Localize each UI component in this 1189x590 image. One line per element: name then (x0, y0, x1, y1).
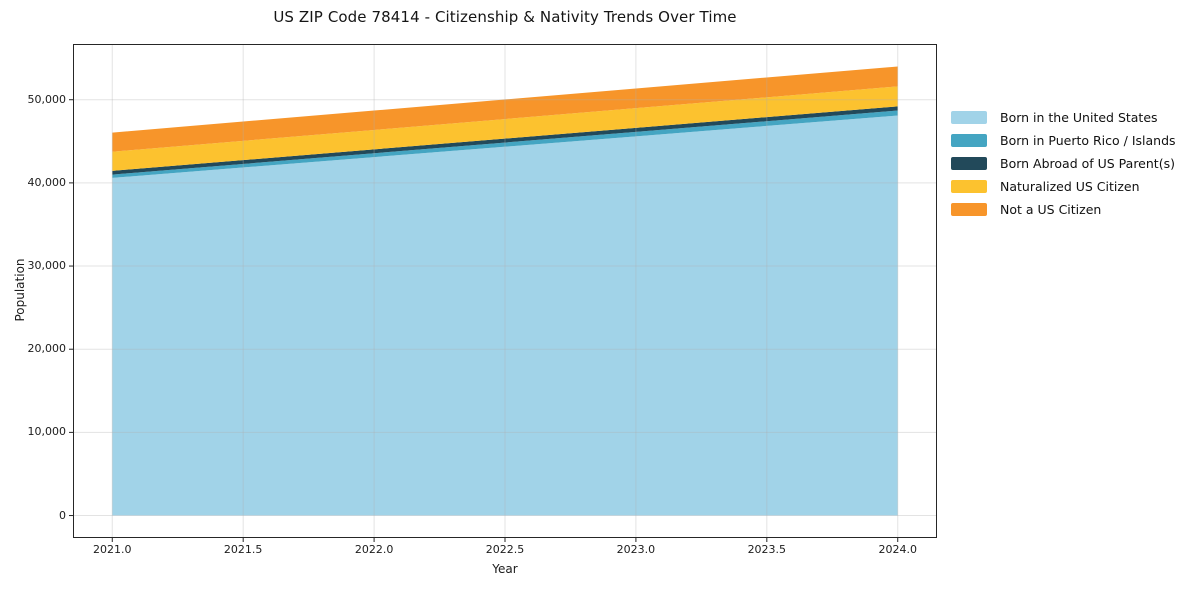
legend-swatch (951, 111, 987, 124)
y-tick-label: 40,000 (27, 175, 67, 189)
x-tick-label: 2021.5 (223, 543, 263, 556)
x-tick-label: 2023.0 (616, 543, 656, 556)
legend-item: Born in Puerto Rico / Islands (951, 129, 1176, 152)
area-0 (112, 115, 898, 516)
chart-title: US ZIP Code 78414 - Citizenship & Nativi… (273, 8, 737, 26)
legend-label: Born in the United States (1000, 110, 1158, 125)
legend-swatch (951, 134, 987, 147)
area-4 (112, 66, 898, 152)
area-1 (112, 110, 898, 178)
plot-border (73, 44, 937, 538)
y-axis-label: Population (13, 258, 27, 322)
legend-item: Not a US Citizen (951, 198, 1176, 221)
x-tick-label: 2023.5 (747, 543, 787, 556)
x-tick-label: 2022.0 (354, 543, 394, 556)
y-tick-label: 20,000 (27, 342, 67, 356)
x-tick-label: 2022.5 (485, 543, 525, 556)
x-tick-label: 2021.0 (93, 543, 132, 556)
x-axis-label: Year (492, 562, 518, 576)
y-tick-label: 0 (59, 508, 66, 522)
gridlines (73, 44, 937, 538)
legend-swatch (951, 180, 987, 193)
legend: Born in the United States Born in Puerto… (951, 106, 1176, 221)
legend-label: Not a US Citizen (1000, 202, 1102, 217)
legend-label: Naturalized US Citizen (1000, 179, 1140, 194)
legend-swatch (951, 157, 987, 170)
legend-item: Born in the United States (951, 106, 1176, 129)
tick-marks (69, 99, 899, 542)
legend-item: Born Abroad of US Parent(s) (951, 152, 1176, 175)
y-tick-label: 50,000 (27, 92, 67, 106)
legend-label: Born in Puerto Rico / Islands (1000, 133, 1176, 148)
area-3 (112, 86, 898, 171)
area-series-group (112, 66, 898, 516)
area-2 (112, 106, 898, 175)
legend-label: Born Abroad of US Parent(s) (1000, 156, 1175, 171)
y-tick-label: 30,000 (27, 259, 67, 273)
x-tick-label: 2024.0 (878, 543, 917, 556)
y-tick-label: 10,000 (27, 425, 67, 439)
legend-item: Naturalized US Citizen (951, 175, 1176, 198)
legend-swatch (951, 203, 987, 216)
